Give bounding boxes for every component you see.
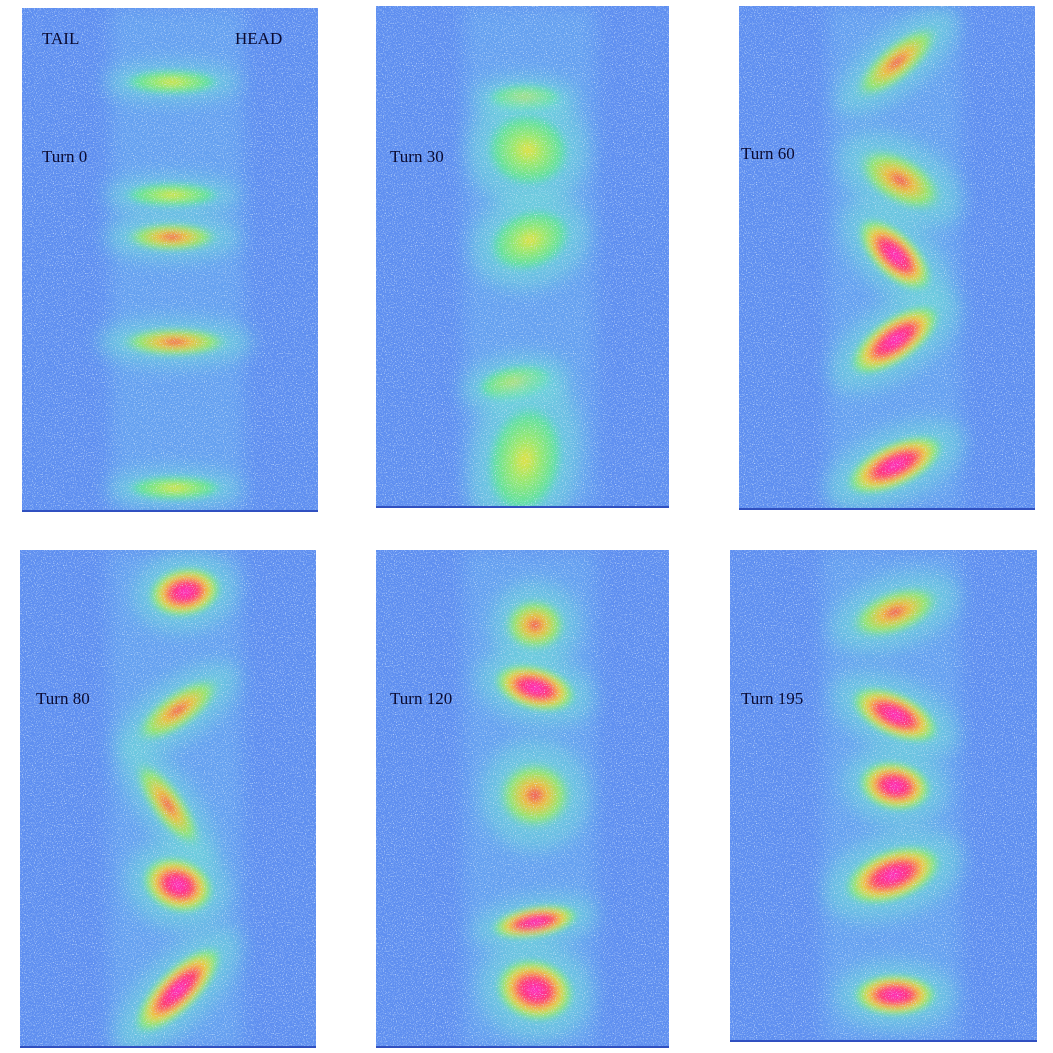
panel — [739, 6, 1035, 510]
speckle — [20, 550, 316, 1048]
panel-content — [22, 8, 318, 512]
speckle — [739, 6, 1035, 510]
panel — [376, 550, 669, 1048]
panel-content — [739, 6, 1035, 510]
panel-label: Turn 120 — [390, 689, 452, 708]
panel — [22, 8, 318, 512]
head-label: HEAD — [235, 29, 282, 48]
panel-label: Turn 30 — [390, 147, 444, 166]
panels — [20, 6, 1037, 1048]
panel — [730, 550, 1037, 1042]
speckle — [376, 6, 669, 508]
panel-label: Turn 60 — [741, 144, 795, 163]
tail-label: TAIL — [42, 29, 79, 48]
panel-label: Turn 0 — [42, 147, 87, 166]
panel — [20, 550, 316, 1048]
labels: TAIL HEAD Turn 0 Turn 30 Turn 60 Turn 80… — [36, 29, 803, 708]
panel-label: Turn 80 — [36, 689, 90, 708]
speckle — [730, 550, 1037, 1042]
panel-content — [20, 550, 316, 1048]
panel-content — [376, 550, 669, 1048]
speckle — [376, 550, 669, 1048]
panel-label: Turn 195 — [741, 689, 803, 708]
panel — [376, 6, 669, 508]
speckle — [22, 8, 318, 512]
panel-content — [376, 6, 669, 508]
panel-content — [730, 550, 1037, 1042]
